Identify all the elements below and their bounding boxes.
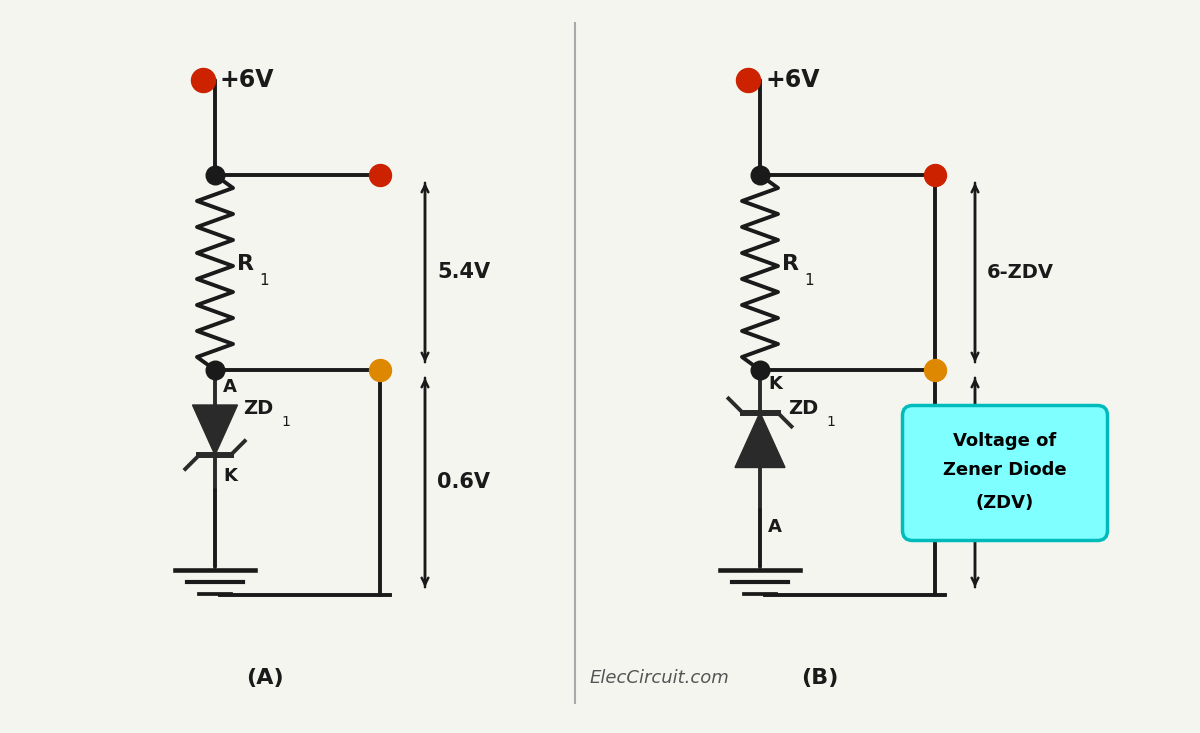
Point: [925, 169, 944, 181]
Text: 1: 1: [826, 415, 835, 429]
Point: [193, 74, 212, 86]
Text: R: R: [238, 254, 254, 274]
Point: [925, 364, 944, 376]
Text: 1: 1: [804, 273, 814, 288]
Text: +6V: +6V: [220, 68, 275, 92]
Text: K: K: [223, 467, 236, 485]
Text: A: A: [223, 378, 236, 396]
Point: [738, 74, 757, 86]
Text: (A): (A): [246, 668, 284, 688]
Point: [750, 364, 769, 376]
Text: (B): (B): [802, 668, 839, 688]
Text: Zener Diode: Zener Diode: [943, 461, 1067, 479]
Polygon shape: [192, 405, 238, 455]
Text: +6V: +6V: [766, 68, 820, 92]
Text: 0.6V: 0.6V: [437, 473, 490, 493]
Text: ElecCircuit.com: ElecCircuit.com: [590, 669, 730, 687]
Text: 5.4V: 5.4V: [437, 262, 490, 282]
Text: 6-ZDV: 6-ZDV: [986, 263, 1054, 282]
Text: ZD: ZD: [242, 399, 274, 418]
Text: A: A: [768, 518, 782, 536]
Point: [371, 364, 390, 376]
Point: [205, 364, 224, 376]
FancyBboxPatch shape: [902, 405, 1108, 540]
Text: 1: 1: [281, 415, 290, 429]
Text: ZD: ZD: [788, 399, 818, 418]
Point: [750, 169, 769, 181]
Text: 1: 1: [259, 273, 269, 288]
Text: Voltage of: Voltage of: [953, 432, 1057, 450]
Point: [205, 169, 224, 181]
Polygon shape: [734, 413, 785, 468]
Text: (ZDV): (ZDV): [976, 494, 1034, 512]
Point: [371, 169, 390, 181]
Text: K: K: [768, 375, 782, 393]
Text: R: R: [782, 254, 799, 274]
